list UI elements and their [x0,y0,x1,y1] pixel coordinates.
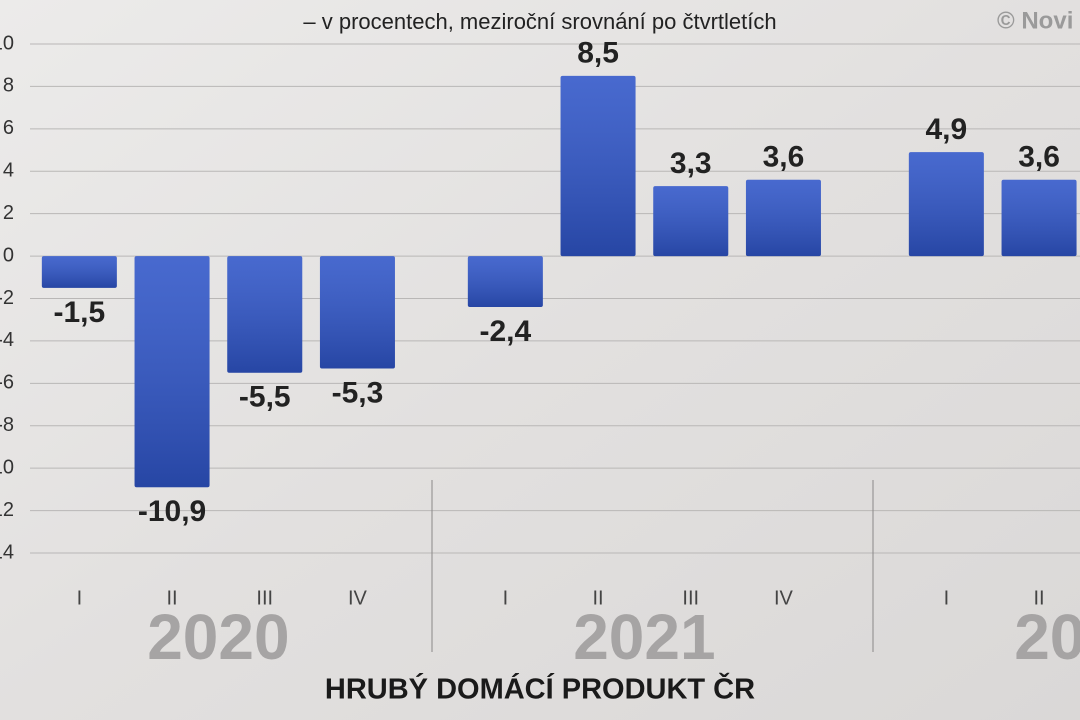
bar [908,152,984,257]
x-tick-label: II [166,587,177,609]
value-label: 8,5 [577,37,619,70]
y-tick-label: -4 [0,329,14,351]
x-tick-label: II [592,587,603,609]
x-tick-label: IV [774,587,794,609]
bar [653,186,729,257]
x-tick-label: I [944,587,950,609]
bar [134,256,210,488]
group-label: 2020 [147,601,289,673]
value-label: 3,6 [763,141,805,174]
y-tick-label: -8 [0,414,14,436]
bar [560,75,636,257]
y-tick-label: -6 [0,372,14,394]
bar [1001,179,1077,257]
y-tick-label: -10 [0,456,14,478]
bar [745,179,821,257]
x-tick-label: I [77,587,83,609]
y-tick-label: -2 [0,287,14,309]
x-tick-label: IV [348,587,368,609]
y-tick-label: 4 [3,160,14,182]
bar [41,256,117,288]
value-label: 3,3 [670,147,712,180]
bar [467,256,543,307]
y-tick-label: 6 [3,117,14,139]
x-tick-label: III [682,587,699,609]
y-tick-label: 8 [3,75,14,97]
watermark: © Novi [997,7,1073,34]
bar [319,256,395,369]
value-label: -5,3 [332,376,384,409]
group-label: 2021 [573,601,715,673]
subtitle: – v procentech, meziroční srovnání po čt… [303,9,776,34]
value-label: -2,4 [479,315,531,348]
y-tick-label: 2 [3,202,14,224]
value-label: -1,5 [53,296,105,329]
chart-title: HRUBÝ DOMÁCÍ PRODUKT ČR [325,672,755,706]
x-tick-label: III [256,587,273,609]
y-tick-label: 10 [0,32,14,54]
value-label: -5,5 [239,381,291,414]
bar [227,256,303,373]
value-label: 4,9 [925,113,967,146]
value-label: 3,6 [1018,141,1060,174]
x-tick-label: I [503,587,509,609]
y-tick-label: -14 [0,541,14,563]
value-label: -10,9 [138,495,206,528]
group-label: 2022 [1014,601,1080,673]
x-tick-label: II [1033,587,1044,609]
y-tick-label: 0 [3,244,14,266]
y-tick-label: -12 [0,499,14,521]
